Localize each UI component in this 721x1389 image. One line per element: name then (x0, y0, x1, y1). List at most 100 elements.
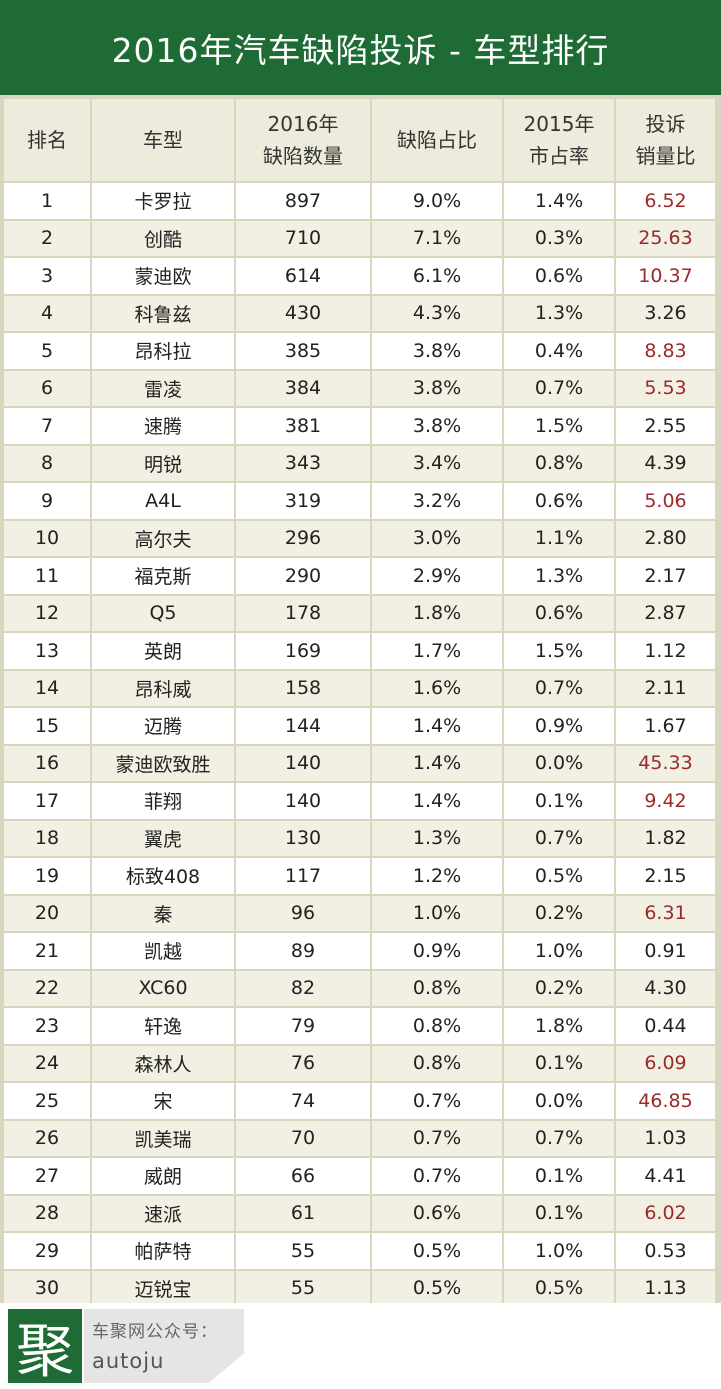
defect-count-cell: 140 (236, 783, 370, 819)
table-row: 26 凯美瑞 70 0.7% 0.7% 1.03 (4, 1120, 715, 1156)
complaint-ratio-cell: 6.02 (616, 1195, 715, 1231)
page-title-banner: 2016年汽车缺陷投诉 - 车型排行 (0, 0, 721, 95)
market-share-cell: 0.5% (504, 1270, 614, 1306)
market-share-cell: 0.2% (504, 970, 614, 1006)
complaint-ratio-cell: 2.11 (616, 670, 715, 706)
model-cell: 森林人 (92, 1045, 234, 1081)
table-row: 14 昂科威 158 1.6% 0.7% 2.11 (4, 670, 715, 706)
defect-count-cell: 319 (236, 483, 370, 519)
market-share-cell: 1.5% (504, 408, 614, 444)
market-share-cell: 1.5% (504, 633, 614, 669)
rank-cell: 7 (4, 408, 90, 444)
complaint-ratio-cell: 2.80 (616, 520, 715, 556)
model-cell: 凯越 (92, 933, 234, 969)
footer-account-label: 车聚网公众号： (92, 1322, 218, 1342)
defect-share-cell: 3.0% (372, 520, 502, 556)
rank-cell: 12 (4, 595, 90, 631)
complaint-ratio-cell: 1.82 (616, 820, 715, 856)
table-row: 28 速派 61 0.6% 0.1% 6.02 (4, 1195, 715, 1231)
model-cell: 雷凌 (92, 370, 234, 406)
model-cell: 迈腾 (92, 708, 234, 744)
defect-share-cell: 0.8% (372, 1045, 502, 1081)
complaint-ratio-cell: 0.44 (616, 1008, 715, 1044)
market-share-cell: 1.4% (504, 183, 614, 219)
model-cell: 凯美瑞 (92, 1120, 234, 1156)
defect-count-cell: 66 (236, 1158, 370, 1194)
model-cell: 迈锐宝 (92, 1270, 234, 1306)
table-row: 11 福克斯 290 2.9% 1.3% 2.17 (4, 558, 715, 594)
defect-count-cell: 296 (236, 520, 370, 556)
table-row: 5 昂科拉 385 3.8% 0.4% 8.83 (4, 333, 715, 369)
footer-account-id: autoju (92, 1349, 165, 1373)
model-cell: 昂科威 (92, 670, 234, 706)
brand-logo-char: 聚 (15, 1317, 74, 1385)
model-cell: 宋 (92, 1083, 234, 1119)
table-row: 7 速腾 381 3.8% 1.5% 2.55 (4, 408, 715, 444)
complaint-ratio-cell: 6.31 (616, 895, 715, 931)
rank-cell: 8 (4, 445, 90, 481)
rank-cell: 5 (4, 333, 90, 369)
market-share-cell: 0.7% (504, 370, 614, 406)
market-share-cell: 0.6% (504, 595, 614, 631)
complaint-ratio-cell: 4.39 (616, 445, 715, 481)
ranking-table: 排名 车型 2016年 缺陷数量 缺陷占比 2015年 市占率 投诉 销量比 1 卡罗拉 897 9.… (2, 97, 717, 1308)
defect-share-cell: 1.0% (372, 895, 502, 931)
model-cell: 卡罗拉 (92, 183, 234, 219)
model-cell: 科鲁兹 (92, 295, 234, 331)
complaint-ratio-cell: 2.17 (616, 558, 715, 594)
defect-count-cell: 290 (236, 558, 370, 594)
table-row: 1 卡罗拉 897 9.0% 1.4% 6.52 (4, 183, 715, 219)
rank-cell: 30 (4, 1270, 90, 1306)
defect-share-cell: 0.6% (372, 1195, 502, 1231)
model-cell: 菲翔 (92, 783, 234, 819)
complaint-ratio-cell: 4.30 (616, 970, 715, 1006)
model-cell: 速腾 (92, 408, 234, 444)
header-market-share-line2: 市占率 (529, 144, 589, 168)
defect-share-cell: 1.3% (372, 820, 502, 856)
market-share-cell: 1.3% (504, 558, 614, 594)
market-share-cell: 0.5% (504, 858, 614, 894)
complaint-ratio-cell: 0.91 (616, 933, 715, 969)
rank-cell: 25 (4, 1083, 90, 1119)
defect-count-cell: 70 (236, 1120, 370, 1156)
table-row: 4 科鲁兹 430 4.3% 1.3% 3.26 (4, 295, 715, 331)
defect-count-cell: 710 (236, 220, 370, 256)
defect-count-cell: 178 (236, 595, 370, 631)
rank-cell: 28 (4, 1195, 90, 1231)
model-cell: 昂科拉 (92, 333, 234, 369)
model-cell: 福克斯 (92, 558, 234, 594)
rank-cell: 6 (4, 370, 90, 406)
defect-share-cell: 3.8% (372, 370, 502, 406)
table-row: 9 A4L 319 3.2% 0.6% 5.06 (4, 483, 715, 519)
market-share-cell: 0.1% (504, 1195, 614, 1231)
complaint-ratio-cell: 1.12 (616, 633, 715, 669)
defect-count-cell: 130 (236, 820, 370, 856)
rank-cell: 10 (4, 520, 90, 556)
table-row: 2 创酷 710 7.1% 0.3% 25.63 (4, 220, 715, 256)
defect-count-cell: 55 (236, 1233, 370, 1269)
market-share-cell: 0.7% (504, 1120, 614, 1156)
header-model: 车型 (92, 99, 234, 181)
footer: 聚 车聚网公众号： autoju (0, 1303, 721, 1389)
rank-cell: 3 (4, 258, 90, 294)
defect-share-cell: 1.6% (372, 670, 502, 706)
header-defect-count-line1: 2016年 (267, 112, 339, 136)
rank-cell: 17 (4, 783, 90, 819)
defect-share-cell: 2.9% (372, 558, 502, 594)
rank-cell: 13 (4, 633, 90, 669)
defect-count-cell: 430 (236, 295, 370, 331)
rank-cell: 26 (4, 1120, 90, 1156)
defect-share-cell: 0.8% (372, 1008, 502, 1044)
rank-cell: 14 (4, 670, 90, 706)
defect-share-cell: 0.9% (372, 933, 502, 969)
defect-share-cell: 3.8% (372, 408, 502, 444)
defect-count-cell: 117 (236, 858, 370, 894)
header-defect-count-line2: 缺陷数量 (263, 144, 343, 168)
market-share-cell: 0.4% (504, 333, 614, 369)
rank-cell: 2 (4, 220, 90, 256)
header-rank: 排名 (4, 99, 90, 181)
rank-cell: 1 (4, 183, 90, 219)
defect-count-cell: 82 (236, 970, 370, 1006)
market-share-cell: 1.0% (504, 1233, 614, 1269)
model-cell: 标致408 (92, 858, 234, 894)
